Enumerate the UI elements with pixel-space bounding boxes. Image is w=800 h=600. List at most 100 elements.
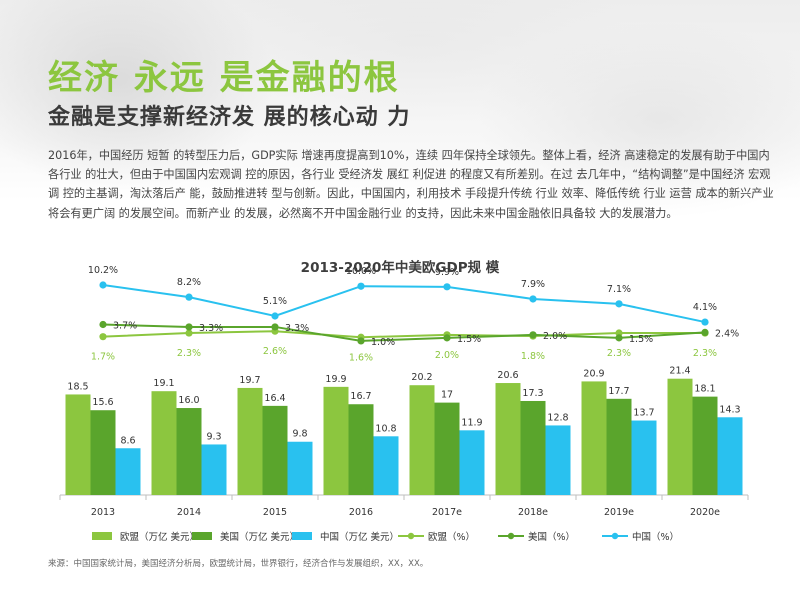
- bar-china: [459, 430, 485, 495]
- bar-value-label: 16.7: [350, 391, 371, 402]
- line-value-label: 2.0%: [543, 331, 567, 342]
- legend-swatch: [507, 532, 515, 540]
- point-eu: [99, 333, 107, 341]
- body-paragraph: 2016年，中国经历 短暂 的转型压力后，GDP实际 增速再度提高到10%，连续…: [48, 149, 774, 220]
- bar-eu: [237, 387, 263, 495]
- bar-value-label: 8.6: [120, 435, 135, 446]
- bar-value-label: 16.4: [264, 393, 285, 404]
- bar-eu: [65, 394, 91, 495]
- legend-swatch: [192, 532, 212, 540]
- bar-us: [520, 400, 546, 495]
- line-value-label: 2.0%: [435, 350, 459, 361]
- x-tick-label: 2020e: [690, 507, 720, 518]
- line-us: [102, 323, 706, 342]
- bar-china: [717, 417, 743, 495]
- legend-label: 中国（%）: [632, 531, 679, 543]
- point-china: [615, 300, 623, 308]
- bar-value-label: 20.6: [497, 370, 518, 381]
- bar-eu: [409, 385, 435, 495]
- line-value-label: 3.3%: [285, 323, 309, 334]
- bar-value-label: 18.1: [694, 384, 715, 395]
- line-value-label: 1.7%: [91, 352, 115, 363]
- bar-us: [90, 410, 116, 495]
- bar-china: [201, 444, 227, 495]
- x-tick-label: 2015: [263, 507, 287, 518]
- bar-eu: [323, 386, 349, 495]
- bar-eu: [495, 383, 521, 495]
- legend-label: 中国（万亿 美元）: [320, 531, 399, 543]
- bar-us: [692, 396, 718, 495]
- line-value-label: 4.1%: [693, 302, 717, 313]
- bar-china: [545, 425, 571, 495]
- line-value-label: 2.3%: [177, 348, 201, 359]
- line-value-label: 1.6%: [349, 352, 373, 363]
- bar-us: [262, 405, 288, 495]
- point-china: [443, 283, 451, 291]
- point-us: [357, 337, 365, 345]
- bar-us: [606, 398, 632, 495]
- x-tick-label: 2018e: [518, 507, 548, 518]
- source-note: 来源：中国国家统计局，美国经济分析局，欧盟统计局，世界银行，经济合作与发展组织，…: [48, 559, 429, 569]
- legend-swatch: [292, 532, 312, 540]
- point-china: [185, 293, 193, 301]
- line-value-label: 7.9%: [521, 279, 545, 290]
- legend-swatch: [407, 532, 415, 540]
- line-value-label: 1.5%: [457, 334, 481, 345]
- line-value-label: 8.2%: [177, 277, 201, 288]
- line-value-label: 1.0%: [371, 337, 395, 348]
- point-us: [185, 323, 193, 331]
- bar-eu: [581, 381, 607, 495]
- bar-value-label: 17.7: [608, 386, 629, 397]
- bar-china: [287, 441, 313, 495]
- point-china: [701, 318, 709, 326]
- legend-label: 美国（万亿 美元）: [220, 531, 299, 543]
- line-eu: [102, 330, 705, 339]
- point-us: [271, 323, 279, 331]
- bar-china: [115, 448, 141, 495]
- line-value-label: 2.4%: [715, 328, 739, 339]
- line-value-label: 5.1%: [263, 296, 287, 307]
- bar-value-label: 15.6: [92, 397, 113, 408]
- point-us: [443, 334, 451, 342]
- point-china: [271, 312, 279, 320]
- bar-china: [373, 436, 399, 495]
- point-china: [99, 281, 107, 289]
- point-china: [357, 282, 365, 290]
- x-tick-label: 2013: [91, 507, 115, 518]
- bar-value-label: 13.7: [633, 408, 654, 419]
- line-value-label: 2.3%: [693, 348, 717, 359]
- line-value-label: 7.1%: [607, 284, 631, 295]
- page-title: 经济 永远 是金融的根: [48, 58, 400, 98]
- bar-eu: [667, 378, 693, 495]
- bar-value-label: 21.4: [669, 366, 690, 377]
- bar-value-label: 18.5: [67, 381, 88, 392]
- line-value-label: 10.0%: [346, 266, 376, 277]
- point-us: [529, 331, 537, 339]
- bar-value-label: 16.0: [178, 395, 199, 406]
- x-tick-label: 2016: [349, 507, 373, 518]
- line-value-label: 9.9%: [435, 267, 459, 278]
- line-value-label: 2.6%: [263, 346, 287, 357]
- line-value-label: 3.7%: [113, 321, 137, 332]
- point-us: [701, 328, 709, 337]
- bar-value-label: 19.1: [153, 378, 174, 389]
- line-value-label: 1.8%: [521, 351, 545, 362]
- bar-value-label: 9.8: [292, 429, 307, 440]
- bar-value-label: 19.7: [239, 375, 260, 386]
- bar-us: [176, 408, 202, 495]
- chart-title: 2013-2020年中美欧GDP规 模: [300, 260, 500, 276]
- legend-label: 美国（%）: [528, 531, 575, 543]
- line-value-label: 10.2%: [88, 265, 118, 276]
- bar-value-label: 9.3: [206, 431, 221, 442]
- line-value-label: 3.3%: [199, 323, 223, 334]
- bar-value-label: 19.9: [325, 374, 346, 385]
- page-subtitle: 金融是支撑新经济发 展的核心动 力: [48, 105, 411, 130]
- bar-china: [631, 420, 657, 495]
- line-value-label: 1.5%: [629, 334, 653, 345]
- bar-value-label: 20.2: [411, 372, 432, 383]
- legend-label: 欧盟（%）: [428, 531, 475, 543]
- bar-us: [348, 404, 374, 495]
- bar-value-label: 17.3: [522, 388, 543, 399]
